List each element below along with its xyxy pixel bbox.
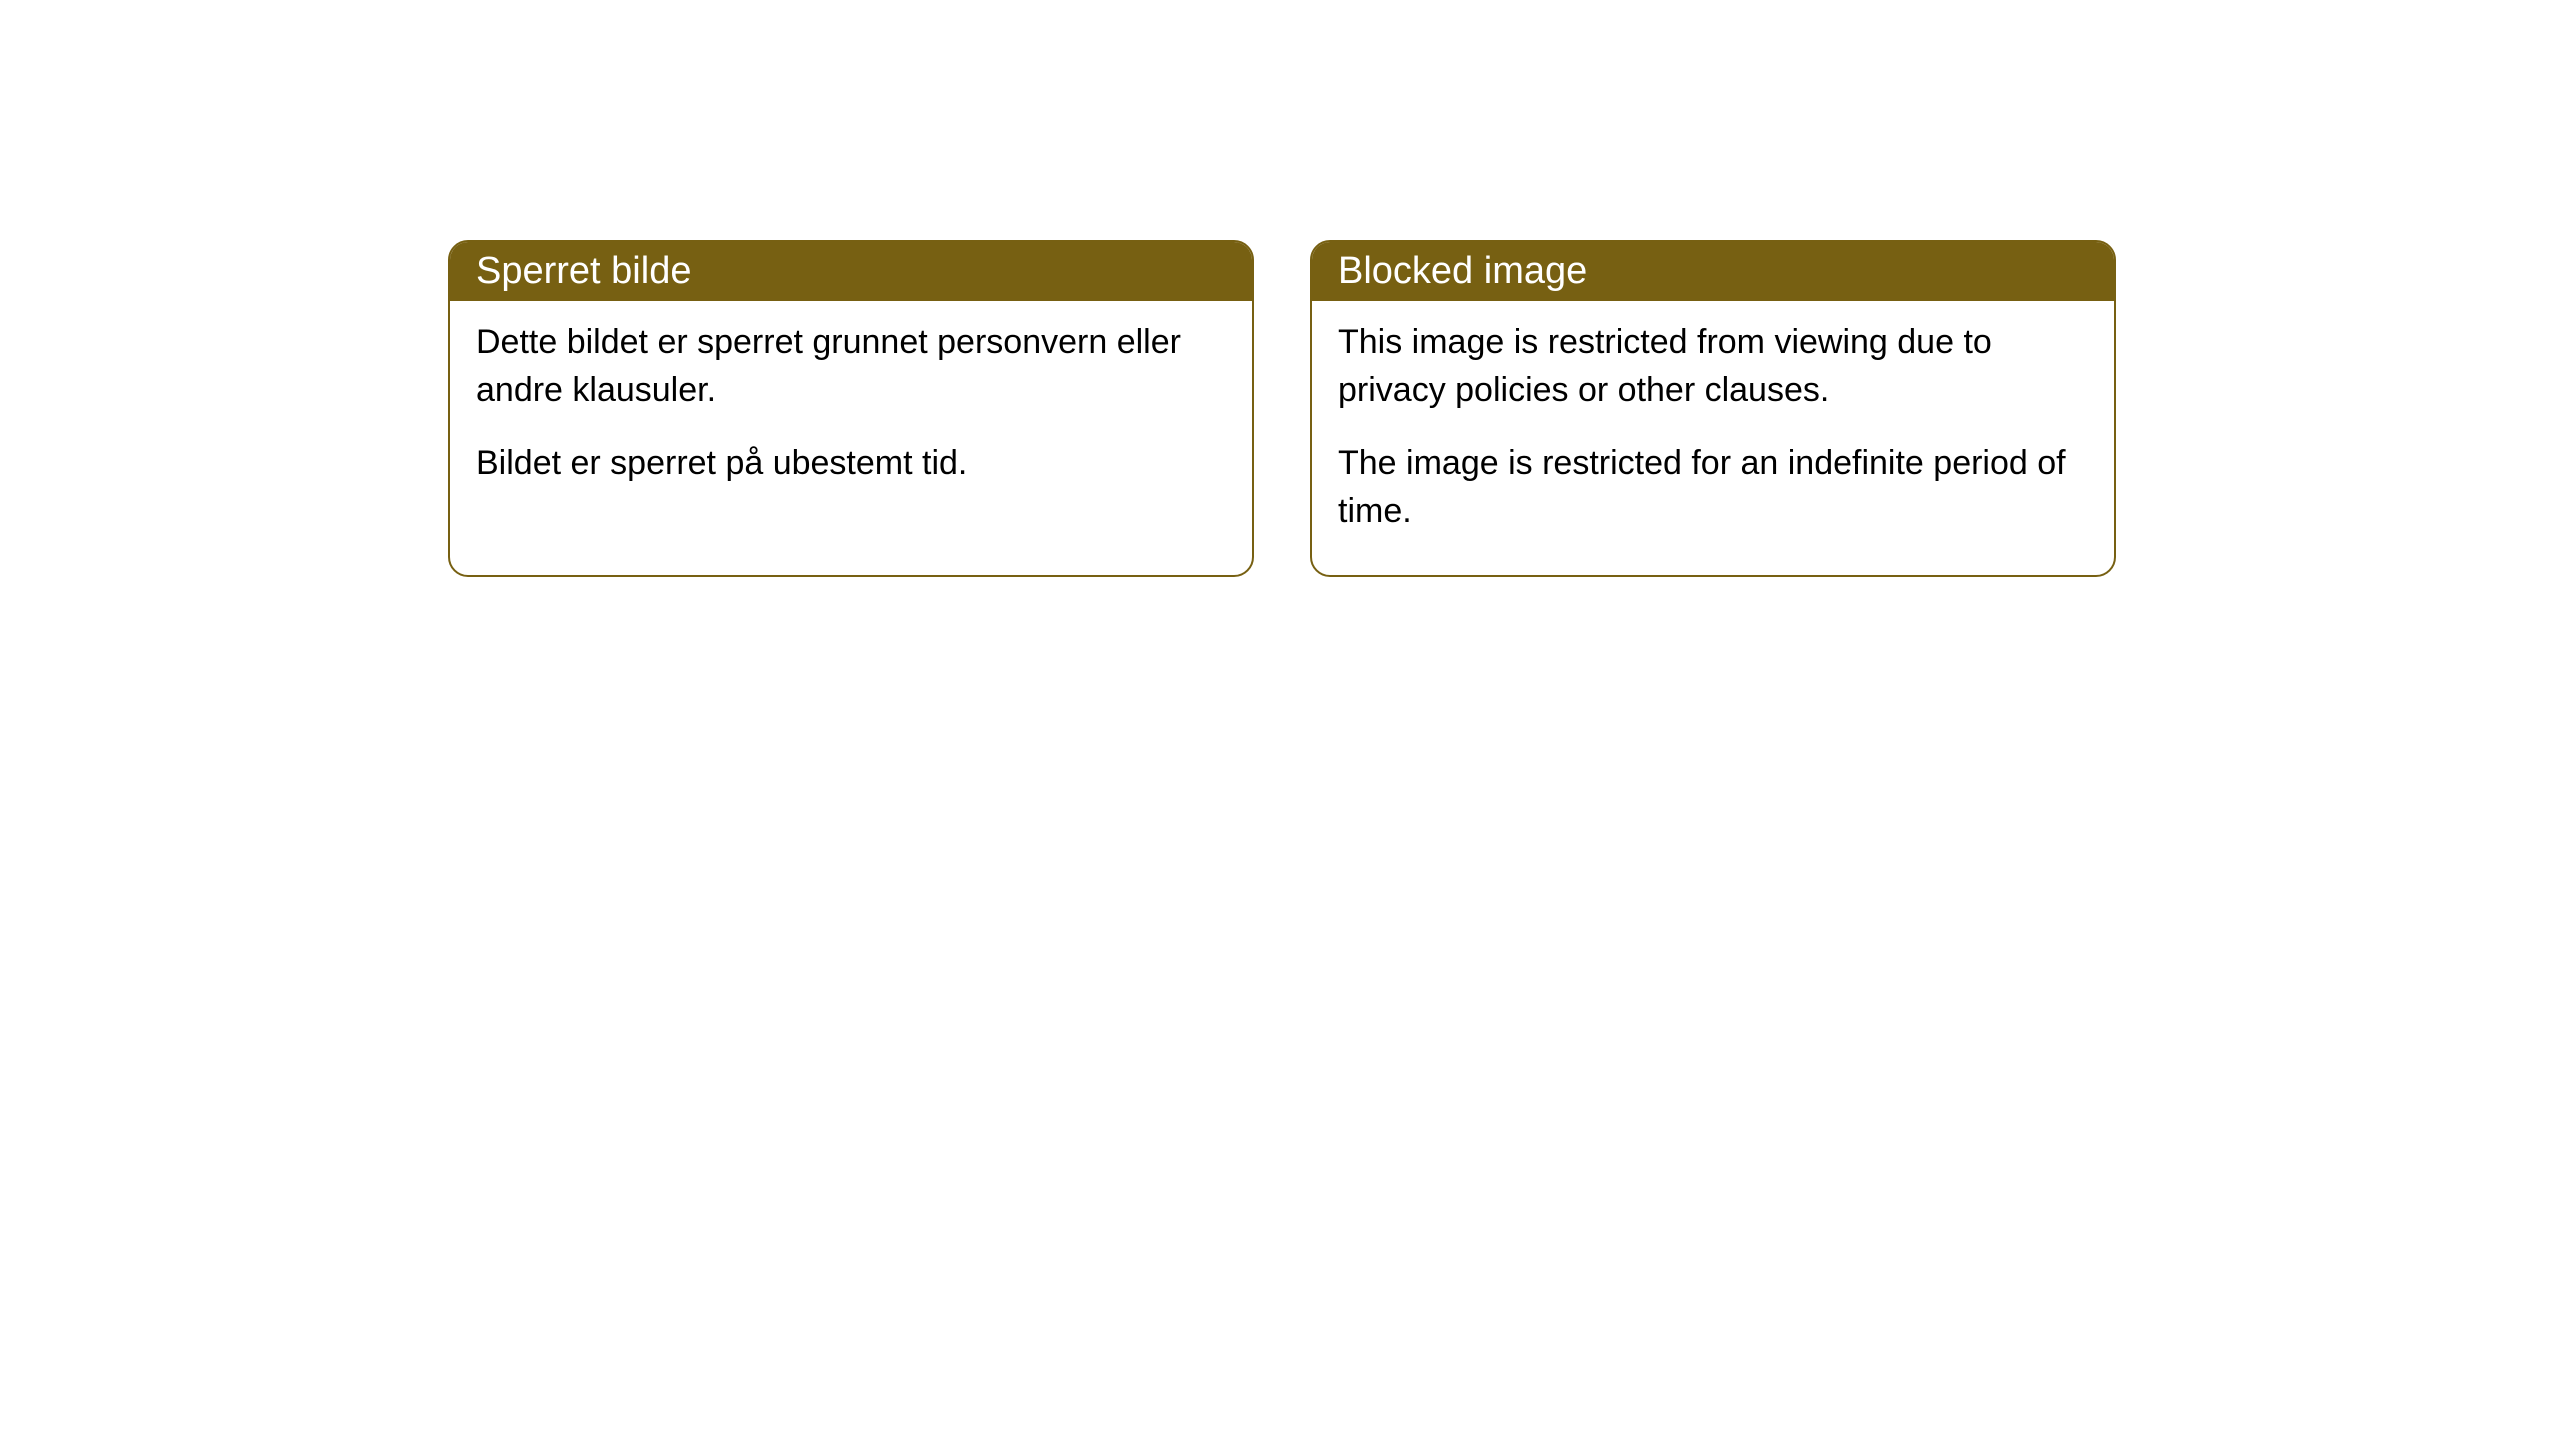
card-title: Sperret bilde [476,250,691,292]
card-paragraph-2: The image is restricted for an indefinit… [1338,440,2088,535]
card-header-english: Blocked image [1312,242,2114,301]
card-paragraph-1: Dette bildet er sperret grunnet personve… [476,319,1226,414]
card-title: Blocked image [1338,250,1587,292]
card-paragraph-2: Bildet er sperret på ubestemt tid. [476,440,1226,488]
notice-card-english: Blocked image This image is restricted f… [1310,240,2116,577]
card-paragraph-1: This image is restricted from viewing du… [1338,319,2088,414]
notice-container: Sperret bilde Dette bildet er sperret gr… [448,240,2116,577]
card-body-norwegian: Dette bildet er sperret grunnet personve… [450,301,1252,528]
notice-card-norwegian: Sperret bilde Dette bildet er sperret gr… [448,240,1254,577]
card-header-norwegian: Sperret bilde [450,242,1252,301]
card-body-english: This image is restricted from viewing du… [1312,301,2114,575]
